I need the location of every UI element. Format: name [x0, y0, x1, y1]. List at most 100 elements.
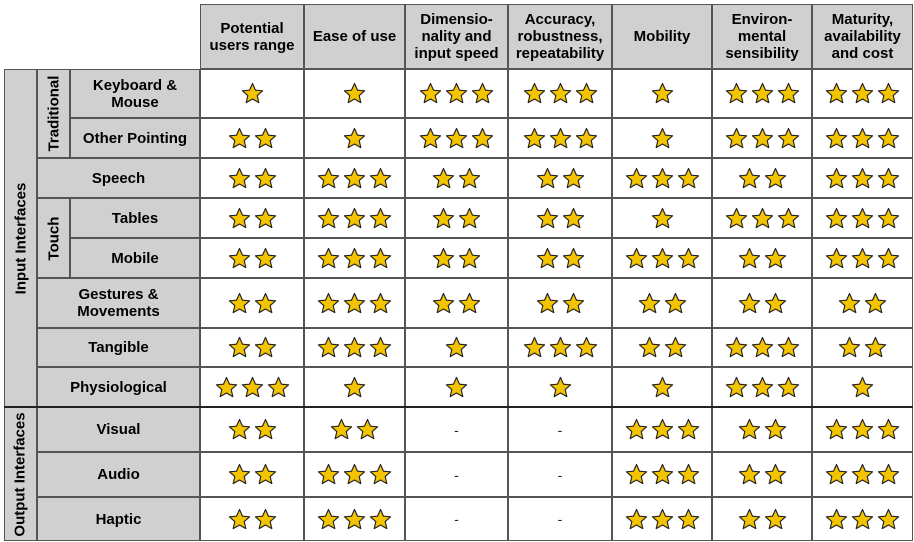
star-rating: [536, 292, 585, 315]
star-rating: [317, 167, 392, 190]
not-applicable-dash: -: [454, 466, 459, 483]
not-applicable-dash: -: [557, 421, 563, 438]
star-icon: [625, 247, 648, 270]
star-icon: [725, 82, 748, 105]
rating-cell: [508, 278, 612, 328]
rating-cell: [200, 497, 304, 541]
star-icon: [625, 167, 648, 190]
star-rating: [228, 127, 277, 150]
star-icon: [851, 82, 874, 105]
star-rating: [738, 292, 787, 315]
row-label: Tangible: [37, 328, 200, 367]
star-icon: [575, 127, 598, 150]
star-rating: [638, 292, 687, 315]
rating-cell: [405, 328, 508, 367]
rating-cell: [405, 118, 508, 158]
star-icon: [228, 207, 251, 230]
star-icon: [523, 82, 546, 105]
rating-cell: [508, 69, 612, 118]
star-icon: [825, 207, 848, 230]
star-icon: [228, 127, 251, 150]
star-rating: [523, 127, 598, 150]
rating-cell: [612, 452, 712, 497]
column-header: Potential users range: [200, 4, 304, 69]
rating-cell: [812, 118, 913, 158]
star-icon: [751, 207, 774, 230]
star-icon: [317, 207, 340, 230]
rating-cell: [812, 328, 913, 367]
row-label-text: Haptic: [95, 510, 142, 528]
column-header-label: Ease of use: [312, 28, 397, 45]
rating-cell: [612, 238, 712, 278]
star-icon: [575, 336, 598, 359]
star-icon: [851, 127, 874, 150]
star-icon: [825, 167, 848, 190]
star-rating: [228, 292, 277, 315]
rating-cell: [200, 198, 304, 238]
rating-cell: -: [508, 452, 612, 497]
rating-cell: [812, 497, 913, 541]
rating-cell: [304, 238, 405, 278]
star-rating: [432, 167, 481, 190]
star-icon: [228, 463, 251, 486]
star-icon: [851, 167, 874, 190]
star-rating: [825, 167, 900, 190]
rating-cell: [612, 328, 712, 367]
star-rating: [215, 376, 290, 399]
rating-cell: [612, 497, 712, 541]
star-rating: [317, 463, 392, 486]
rating-cell: [304, 367, 405, 407]
rating-cell: [612, 158, 712, 198]
star-rating: [317, 247, 392, 270]
star-icon: [877, 167, 900, 190]
star-icon: [254, 336, 277, 359]
star-rating: [725, 82, 800, 105]
star-icon: [625, 418, 648, 441]
star-rating: [523, 336, 598, 359]
star-icon: [677, 508, 700, 531]
row-label: Gestures & Movements: [37, 278, 200, 328]
star-icon: [445, 376, 468, 399]
star-icon: [777, 127, 800, 150]
row-label: Physiological: [37, 367, 200, 407]
star-icon: [343, 463, 366, 486]
star-rating: [625, 418, 700, 441]
star-icon: [877, 463, 900, 486]
rating-cell: [712, 158, 812, 198]
column-header-label: Dimensio- nality and input speed: [414, 11, 499, 62]
star-rating: [838, 336, 887, 359]
star-icon: [864, 336, 887, 359]
star-rating: [445, 336, 468, 359]
star-icon: [825, 82, 848, 105]
column-header: Environ- mental sensibility: [712, 4, 812, 69]
star-icon: [369, 207, 392, 230]
star-icon: [664, 336, 687, 359]
rating-cell: [304, 118, 405, 158]
rating-cell: [812, 278, 913, 328]
star-icon: [777, 207, 800, 230]
star-icon: [562, 167, 585, 190]
star-rating: [651, 82, 674, 105]
star-icon: [651, 463, 674, 486]
rating-cell: [612, 367, 712, 407]
star-icon: [651, 82, 674, 105]
star-rating: [419, 127, 494, 150]
star-icon: [317, 508, 340, 531]
rating-cell: [812, 198, 913, 238]
star-icon: [777, 82, 800, 105]
star-rating: [228, 207, 277, 230]
star-rating: [343, 127, 366, 150]
star-icon: [851, 247, 874, 270]
star-icon: [458, 167, 481, 190]
star-icon: [343, 127, 366, 150]
star-icon: [562, 292, 585, 315]
rating-cell: [508, 158, 612, 198]
not-applicable-dash: -: [454, 421, 459, 438]
rating-cell: [812, 69, 913, 118]
row-label-text: Mobile: [111, 249, 159, 267]
star-icon: [369, 292, 392, 315]
star-icon: [356, 418, 379, 441]
star-icon: [638, 336, 661, 359]
star-icon: [677, 167, 700, 190]
rating-cell: [612, 198, 712, 238]
